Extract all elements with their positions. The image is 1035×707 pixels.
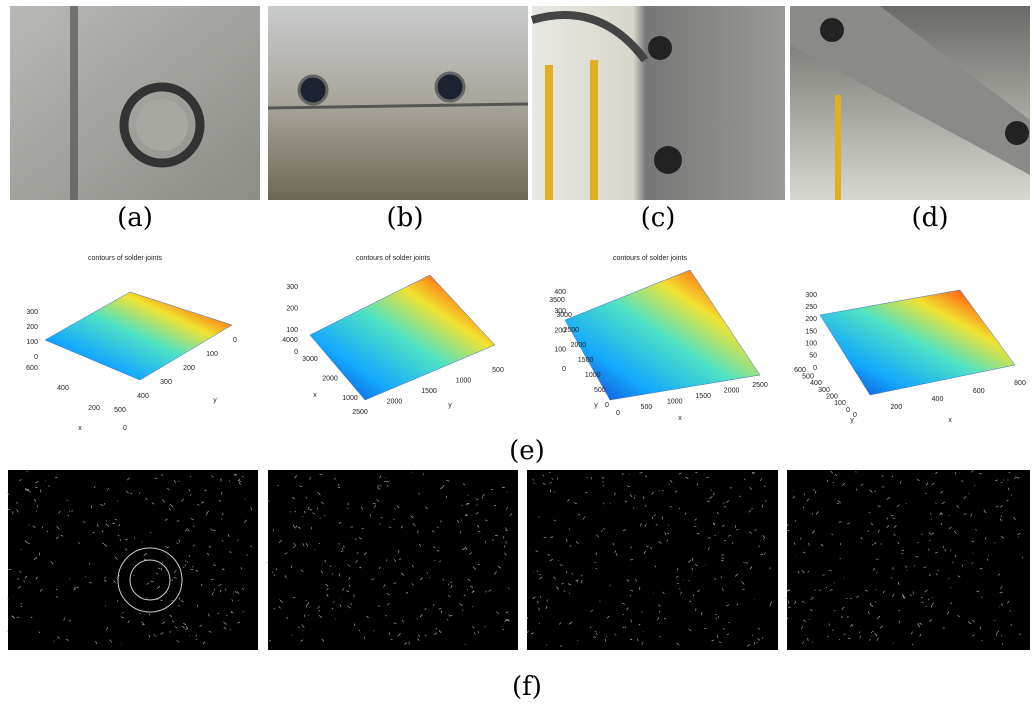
axis-tick-label: 1000 <box>585 372 601 379</box>
caption: (c) <box>641 203 676 233</box>
z-tick-label: 0 <box>294 349 298 356</box>
axis-label: y <box>213 397 217 404</box>
axis-tick-label: 2500 <box>752 382 768 389</box>
axis-tick-label: 100 <box>206 351 218 358</box>
edge-image-d <box>787 470 1030 650</box>
axis-tick-label: 1500 <box>578 357 594 364</box>
axis-tick-label: 0 <box>123 425 127 432</box>
axis-tick-label: 1000 <box>342 395 358 402</box>
z-tick-label: 100 <box>26 339 38 346</box>
axis-tick-label: 2000 <box>387 398 403 405</box>
axis-label: x <box>948 417 952 424</box>
edge-image-a <box>8 470 258 650</box>
axis-tick-label: 1000 <box>667 399 683 406</box>
photo-c <box>532 6 785 200</box>
axis-tick-label: 2500 <box>352 409 368 416</box>
axis-tick-label: 500 <box>594 387 606 394</box>
z-tick-label: 100 <box>554 347 566 354</box>
caption: (e) <box>509 436 545 466</box>
plot-title: contours of solder joints <box>613 255 687 262</box>
photo-a <box>10 6 260 200</box>
axis-tick-label: 400 <box>57 385 69 392</box>
axis-label: x <box>313 392 317 399</box>
plot-title: contours of solder joints <box>356 255 430 262</box>
axis-tick-label: 2000 <box>571 342 587 349</box>
edge-image-b <box>268 470 518 650</box>
axis-tick-label: 200 <box>88 405 100 412</box>
axis-tick-label: 500 <box>641 404 653 411</box>
z-tick-label: 200 <box>805 316 817 323</box>
axis-label: y <box>850 417 854 424</box>
axis-tick-label: 500 <box>114 407 126 414</box>
axis-tick-label: 0 <box>233 337 237 344</box>
surface-plot <box>45 292 232 380</box>
caption: (a) <box>117 203 153 233</box>
caption: (f) <box>512 672 542 702</box>
axis-label: x <box>78 425 82 432</box>
axis-tick-label: 600 <box>973 388 985 395</box>
z-tick-label: 100 <box>286 327 298 334</box>
z-tick-label: 200 <box>26 324 38 331</box>
axis-tick-label: 100 <box>834 400 846 407</box>
z-tick-label: 400 <box>554 289 566 296</box>
z-tick-label: 100 <box>805 341 817 348</box>
axis-tick-label: 1500 <box>421 388 437 395</box>
caption: (d) <box>912 203 949 233</box>
axis-tick-label: 0 <box>616 410 620 417</box>
edge-image-c <box>527 470 778 650</box>
axis-tick-label: 600 <box>26 365 38 372</box>
axis-label: y <box>448 402 452 409</box>
photo-b <box>268 6 528 200</box>
z-tick-label: 150 <box>805 328 817 335</box>
photo-d <box>790 6 1030 200</box>
z-tick-label: 300 <box>26 309 38 316</box>
z-tick-label: 50 <box>809 353 817 360</box>
surface-plot <box>565 270 760 400</box>
z-tick-label: 250 <box>805 304 817 311</box>
axis-tick-label: 2500 <box>563 327 579 334</box>
axis-tick-label: 2000 <box>724 387 740 394</box>
axis-tick-label: 0 <box>605 402 609 409</box>
axis-tick-label: 1500 <box>695 393 711 400</box>
axis-tick-label: 200 <box>183 365 195 372</box>
axis-tick-label: 400 <box>137 393 149 400</box>
caption: (b) <box>387 203 424 233</box>
axis-tick-label: 3000 <box>302 356 318 363</box>
z-tick-label: 300 <box>286 284 298 291</box>
z-tick-label: 300 <box>805 292 817 299</box>
axis-tick-label: 500 <box>492 367 504 374</box>
axis-tick-label: 4000 <box>282 337 298 344</box>
axis-tick-label: 300 <box>160 379 172 386</box>
axis-tick-label: 3000 <box>556 312 572 319</box>
z-tick-label: 0 <box>562 366 566 373</box>
axis-tick-label: 2000 <box>322 376 338 383</box>
surface-plot <box>820 290 1015 395</box>
axis-tick-label: 200 <box>890 404 902 411</box>
edge-images <box>7 470 1030 650</box>
axis-label: x <box>678 415 682 422</box>
axis-label: y <box>594 402 598 409</box>
figure: (a) (b) (c) (d) (e) (f) contours of sold… <box>0 0 1035 702</box>
plot-title: contours of solder joints <box>88 255 162 262</box>
z-tick-label: 0 <box>813 365 817 372</box>
z-tick-label: 200 <box>286 306 298 313</box>
axis-tick-label: 0 <box>846 407 850 414</box>
axis-tick-label: 800 <box>1014 380 1026 387</box>
z-tick-label: 0 <box>34 354 38 361</box>
axis-tick-label: 1000 <box>456 377 472 384</box>
axis-tick-label: 3500 <box>549 297 565 304</box>
axis-tick-label: 400 <box>932 396 944 403</box>
